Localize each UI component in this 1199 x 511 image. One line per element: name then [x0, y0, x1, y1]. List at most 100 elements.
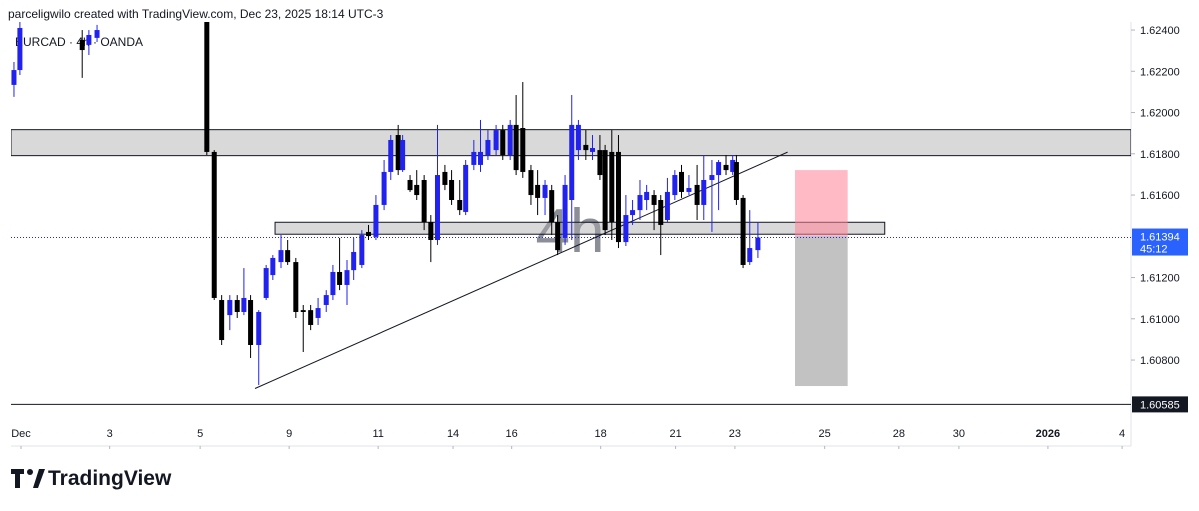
candle-body [630, 210, 636, 216]
candle-body [542, 184, 548, 198]
candle-body [590, 148, 596, 152]
candle-body [555, 222, 561, 251]
symbol-label: EURCAD · 4h · OANDA [15, 35, 143, 49]
candle-body [263, 268, 269, 298]
candle-body [323, 295, 329, 305]
candle-body [637, 195, 643, 211]
candle-body [686, 188, 692, 192]
y-tick-label: 1.62200 [1140, 66, 1180, 78]
candle-body [520, 128, 526, 172]
x-tick-label: 23 [729, 428, 741, 440]
candle-body [583, 144, 589, 151]
x-tick-label: 5 [197, 428, 203, 440]
candle-body [256, 311, 262, 345]
x-tick-label: 25 [819, 428, 831, 440]
candle-body [651, 195, 657, 205]
candle-body [716, 162, 722, 176]
candle-body [94, 30, 100, 38]
candle-body [478, 151, 484, 165]
candle-body [457, 199, 463, 211]
candle-body [79, 39, 85, 51]
candle-body [658, 199, 664, 225]
y-tick-label: 1.61800 [1140, 149, 1180, 161]
candle-body [442, 171, 448, 185]
candle-body [293, 262, 299, 312]
candle-body [694, 184, 700, 205]
y-tick-label: 1.62400 [1140, 25, 1180, 37]
candle-body [204, 22, 210, 152]
candle-body [623, 215, 629, 243]
x-tick-label: 2026 [1036, 428, 1060, 440]
candle-body [315, 308, 321, 318]
candle-body [366, 231, 372, 237]
y-tick-label: 1.62000 [1140, 108, 1180, 120]
x-tick-label: Dec [11, 428, 31, 440]
candle-body [747, 248, 753, 263]
y-tick-label: 1.61000 [1140, 314, 1180, 326]
candle-body [11, 70, 17, 85]
candle-body [449, 179, 455, 200]
x-tick-label: 30 [953, 428, 965, 440]
candle-body [227, 300, 233, 316]
candle-body [344, 270, 350, 285]
price-label: 1.61394 [1140, 232, 1180, 244]
stop-zone [795, 170, 848, 237]
candle-body [428, 222, 434, 241]
candle-body [395, 135, 401, 171]
candle-body [337, 271, 343, 285]
level-label: 1.60585 [1140, 399, 1180, 411]
y-tick-label: 1.60800 [1140, 355, 1180, 367]
candle-body [388, 139, 394, 172]
candle-body [562, 184, 568, 238]
candle-body [234, 300, 240, 312]
candle-body [463, 164, 469, 212]
candle-body [86, 34, 92, 45]
candle-body [535, 184, 541, 198]
candle-body [270, 257, 276, 276]
x-tick-label: 21 [669, 428, 681, 440]
candle-body [434, 175, 440, 241]
candle-body [723, 164, 729, 171]
y-tick-label: 1.61200 [1140, 273, 1180, 285]
candle-body [528, 170, 534, 196]
candle-body [740, 197, 746, 265]
candle-body [602, 150, 608, 231]
x-tick-label: 3 [107, 428, 113, 440]
logo-icon [33, 469, 45, 488]
candle-body [575, 124, 581, 151]
logo: TradingView [11, 467, 172, 490]
y-tick-label: 1.61600 [1140, 190, 1180, 202]
candle-body [701, 179, 707, 205]
candle-body [513, 124, 519, 171]
target-zone [795, 236, 848, 387]
x-tick-label: 18 [595, 428, 607, 440]
candle-body [285, 250, 291, 263]
candle-body [211, 151, 217, 298]
axes: 1.62400 1.62200 1.62000 1.61800 1.61600 1.612… [11, 25, 1188, 449]
level-badge [1132, 396, 1188, 413]
candle-body [278, 250, 284, 263]
candle-body [615, 151, 621, 243]
candle-body [471, 151, 477, 165]
logo-icon [27, 469, 33, 475]
candle-body [219, 300, 225, 341]
header-text: parceligwilo created with TradingView.co… [8, 7, 384, 21]
candle-body [733, 162, 739, 200]
x-tick-label: 16 [506, 428, 518, 440]
watermark: 4h [536, 197, 605, 266]
candle-body [679, 171, 685, 192]
candle-body [609, 151, 615, 223]
candle-body [644, 191, 650, 200]
candle-body [373, 204, 379, 237]
candle-body [672, 175, 678, 196]
candle-body [664, 191, 670, 220]
candle-body [17, 27, 23, 71]
candle-body [500, 130, 506, 156]
candle-body [549, 190, 555, 223]
x-tick-label: 9 [286, 428, 292, 440]
candle-body [569, 124, 575, 200]
candle-body [351, 251, 357, 271]
candle-body [493, 130, 499, 151]
countdown: 45:12 [1140, 244, 1168, 256]
